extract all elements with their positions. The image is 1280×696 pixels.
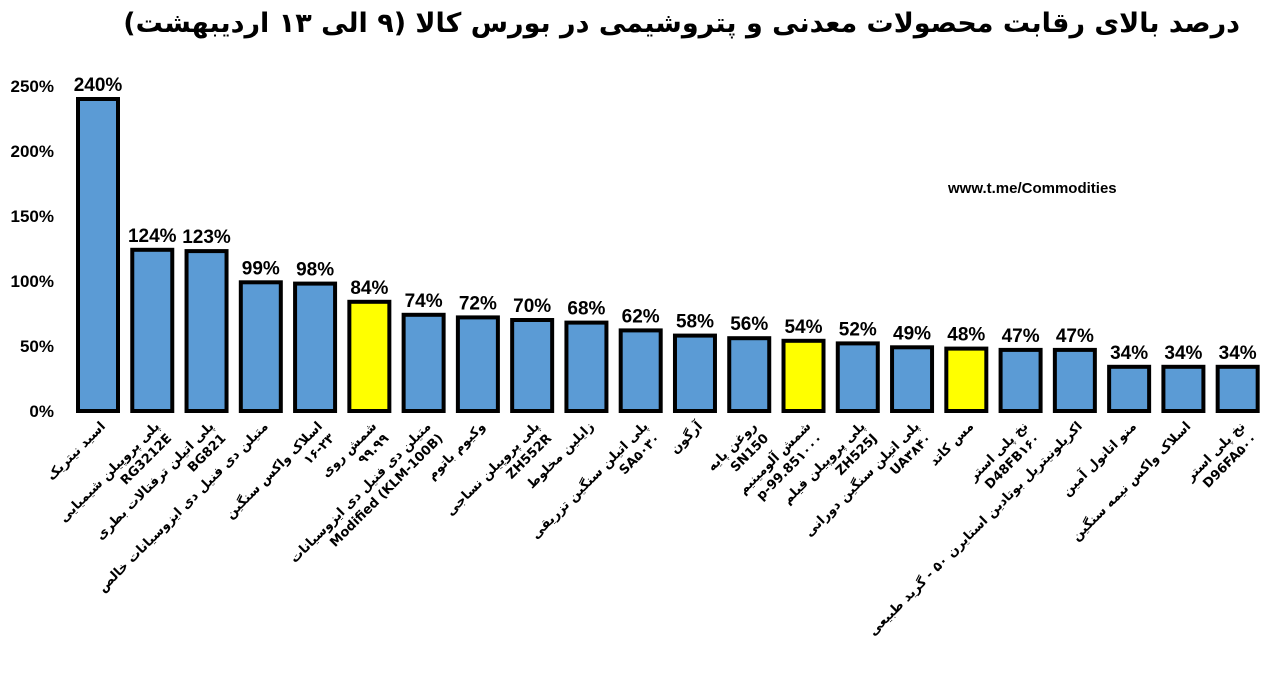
bar: [1161, 364, 1206, 413]
bar: [1107, 364, 1152, 413]
bar: [238, 280, 283, 413]
bar: [944, 346, 989, 414]
bar: [835, 341, 880, 413]
bar: [130, 247, 175, 413]
bar: [890, 345, 935, 413]
data-label: 56%: [730, 314, 768, 335]
bar: [401, 312, 446, 413]
data-label: 49%: [893, 323, 931, 344]
data-label: 47%: [1056, 326, 1094, 347]
y-axis: 0% 50% 100% 150% 200% 250%: [11, 77, 54, 421]
x-tick-label: آرگون: [666, 417, 706, 457]
bar: [672, 333, 717, 414]
y-tick-label: 150%: [11, 207, 54, 226]
bar: [727, 336, 772, 414]
bar: [1215, 364, 1260, 413]
data-label: 84%: [350, 278, 388, 299]
data-label: 48%: [947, 325, 985, 346]
bar: [781, 338, 826, 413]
data-label: 54%: [784, 317, 822, 338]
data-label: 70%: [513, 296, 551, 317]
y-tick-label: 250%: [11, 77, 54, 96]
data-label: 47%: [1002, 326, 1040, 347]
data-label: 240%: [74, 75, 123, 96]
bar: [293, 281, 338, 414]
data-label: 62%: [622, 306, 660, 327]
x-tick-label-line: اسلاک واکس سنگین: [222, 419, 326, 523]
bar: [347, 299, 392, 413]
data-label: 34%: [1219, 343, 1257, 364]
bar: [564, 320, 609, 414]
data-label: 123%: [182, 227, 231, 248]
data-label: 68%: [567, 299, 605, 320]
x-tick-label: مس کاتد: [927, 419, 977, 469]
data-label: 124%: [128, 226, 177, 247]
data-label: 52%: [839, 319, 877, 340]
data-label: 74%: [405, 291, 443, 312]
x-tick-label-line: مس کاتد: [927, 419, 977, 469]
bars: [76, 97, 1260, 414]
data-label: 58%: [676, 312, 714, 333]
bar: [998, 347, 1043, 413]
y-tick-label: 0%: [29, 402, 54, 421]
bar: [618, 328, 663, 413]
chart-title: درصد بالای رقابت محصولات معدنی و پتروشیم…: [123, 8, 1240, 39]
x-tick-label-line: پلی پروپیلن شیمیایی: [57, 419, 164, 526]
data-label: 34%: [1164, 343, 1202, 364]
x-tick-label-line: آرگون: [666, 417, 706, 457]
y-tick-label: 200%: [11, 142, 54, 161]
y-tick-label: 100%: [11, 272, 54, 291]
bar: [510, 318, 555, 413]
y-tick-label: 50%: [20, 337, 54, 356]
bar: [184, 249, 229, 413]
watermark-text: www.t.me/Commodities: [948, 180, 1117, 197]
data-label: 99%: [242, 258, 280, 279]
bar: [76, 97, 120, 413]
data-label: 34%: [1110, 343, 1148, 364]
data-label: 72%: [459, 293, 497, 314]
x-tick-label-line: پلی پروپیلن نساجی: [443, 419, 543, 519]
bar: [455, 315, 500, 413]
bar: [1052, 347, 1097, 413]
data-labels: 240% 124% 123% 99% 98% 84% 74% 72% 70% 68% 62% 58% 5…: [74, 75, 1257, 364]
data-label: 98%: [296, 260, 334, 281]
